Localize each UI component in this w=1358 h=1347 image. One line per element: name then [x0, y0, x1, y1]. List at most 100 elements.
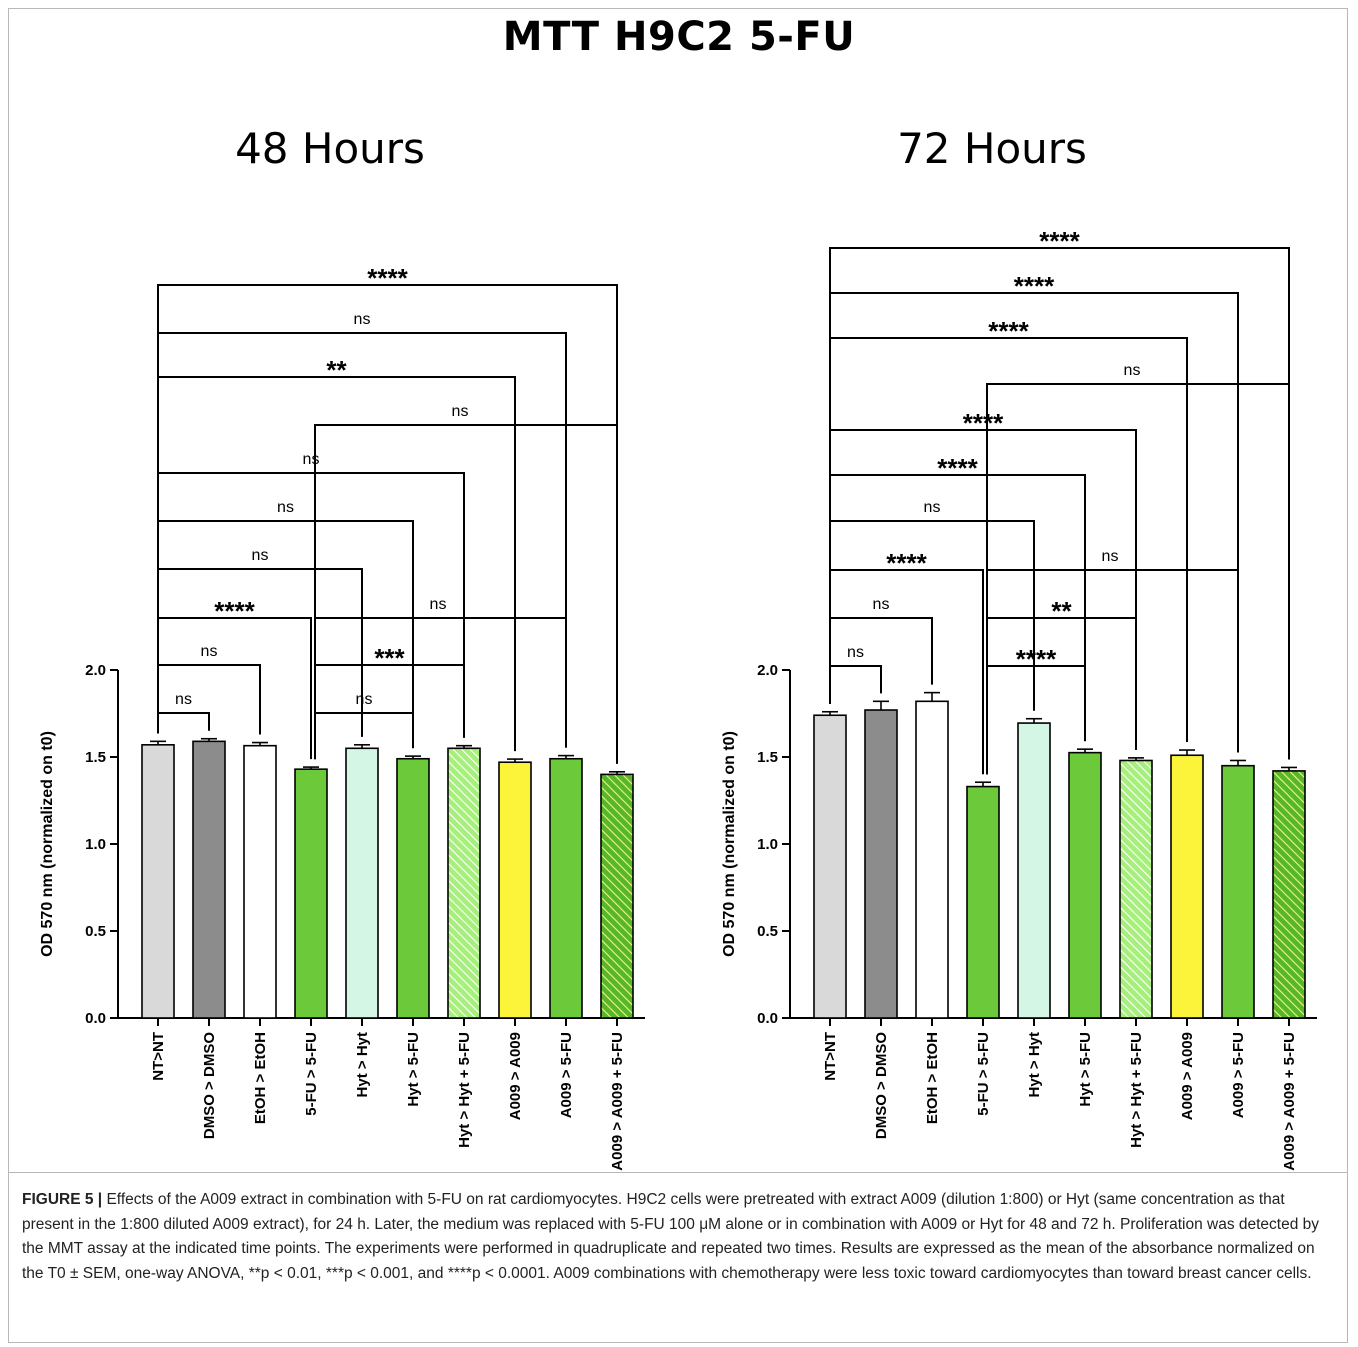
significance-label: ns: [356, 691, 373, 708]
significance-label: **: [326, 355, 347, 385]
figure-title: MTT H9C2 5-FU: [502, 14, 856, 60]
significance-label: ns: [303, 451, 320, 468]
x-category-label: NT>NT: [150, 1032, 167, 1081]
significance-label: ****: [937, 453, 978, 483]
significance-bracket: [157, 520, 414, 749]
bar: [447, 747, 481, 1019]
significance-label: ****: [1039, 226, 1080, 256]
bar: [915, 700, 949, 1019]
bar: [600, 773, 634, 1019]
y-tick-label: 1.0: [85, 836, 106, 853]
x-category-label: DMSO > DMSO: [201, 1032, 218, 1139]
significance-label: ****: [1014, 271, 1055, 301]
bar: [294, 768, 328, 1019]
significance-label: ns: [873, 596, 890, 613]
chart-panel-48h: 0.0 0.5 1.0 1.5 2.0 OD 570 nm (normalized on …: [39, 263, 645, 1171]
bar: [966, 785, 1000, 1019]
bar: [549, 757, 583, 1019]
significance-label: ****: [988, 316, 1029, 346]
significance-bracket: [829, 337, 1188, 743]
significance-label: ns: [847, 644, 864, 661]
bar: [813, 714, 847, 1019]
significance-label: ns: [430, 596, 447, 613]
x-category-label: NT>NT: [822, 1032, 839, 1081]
significance-bracket: [157, 617, 312, 760]
x-category-label: EtOH > EtOH: [252, 1032, 269, 1124]
significance-bracket: [157, 376, 516, 752]
panel-title-48h: 48 Hours: [235, 124, 425, 173]
significance-label: **: [1051, 596, 1072, 626]
significance-label: ns: [252, 547, 269, 564]
y-tick-label: 1.5: [757, 749, 778, 766]
x-category-label: 5-FU > 5-FU: [975, 1032, 992, 1116]
significance-label: ****: [367, 263, 408, 293]
significance-label: ****: [886, 548, 927, 578]
significance-label: ns: [1124, 362, 1141, 379]
bar: [864, 709, 898, 1019]
significance-bracket: [829, 569, 984, 775]
bar: [141, 744, 175, 1019]
significance-bracket: [314, 424, 618, 764]
x-category-label: Hyt > Hyt + 5-FU: [456, 1032, 473, 1148]
bar: [1170, 754, 1204, 1019]
y-tick-label: 0.0: [757, 1010, 778, 1027]
y-tick-label: 0.5: [85, 923, 106, 940]
significance-bracket: [314, 617, 567, 760]
y-tick-label: 2.0: [757, 662, 778, 679]
y-tick-label: 1.0: [757, 836, 778, 853]
significance-label: ns: [201, 643, 218, 660]
significance-label: ns: [452, 403, 469, 420]
x-category-label: A009 > A009 + 5-FU: [609, 1032, 626, 1171]
figure-frame: [8, 8, 1348, 1343]
bar: [1017, 722, 1051, 1019]
bar: [345, 747, 379, 1019]
y-tick-label: 0.5: [757, 923, 778, 940]
chart-panel-72h: 0.0 0.5 1.0 1.5 2.0 OD 570 nm (normalized on …: [721, 226, 1317, 1171]
bar: [1068, 751, 1102, 1019]
bar: [498, 761, 532, 1019]
y-tick-label: 1.5: [85, 749, 106, 766]
x-category-label: DMSO > DMSO: [873, 1032, 890, 1139]
caption-label: FIGURE 5 |: [22, 1191, 103, 1208]
x-category-label: Hyt > Hyt + 5-FU: [1128, 1032, 1145, 1148]
x-category-label: A009 > A009 + 5-FU: [1281, 1032, 1298, 1171]
x-category-label: EtOH > EtOH: [924, 1032, 941, 1124]
significance-label: ns: [1102, 548, 1119, 565]
x-category-label: A009 > 5-FU: [1230, 1032, 1247, 1118]
significance-bracket: [986, 383, 1290, 775]
x-category-label: A009 > A009: [1179, 1032, 1196, 1120]
significance-label: ns: [277, 499, 294, 516]
y-axis-label: OD 570 nm (normalized on t0): [39, 731, 56, 957]
bar: [1272, 770, 1306, 1019]
significance-label: ****: [214, 596, 255, 626]
bar: [1221, 764, 1255, 1019]
caption-text: Effects of the A009 extract in combinati…: [22, 1191, 1320, 1282]
x-category-label: A009 > A009: [507, 1032, 524, 1120]
x-category-label: Hyt > 5-FU: [1077, 1032, 1094, 1107]
significance-bracket: [157, 712, 210, 734]
significance-label: ****: [1016, 644, 1057, 674]
x-category-label: Hyt > Hyt: [1026, 1032, 1043, 1097]
y-tick-label: 2.0: [85, 662, 106, 679]
significance-label: ns: [354, 311, 371, 328]
significance-bracket: [157, 284, 618, 764]
bar: [243, 744, 277, 1019]
panel-title-72h: 72 Hours: [897, 124, 1087, 173]
x-category-label: A009 > 5-FU: [558, 1032, 575, 1118]
significance-label: ****: [963, 408, 1004, 438]
significance-bracket: [829, 665, 882, 704]
significance-label: ns: [924, 499, 941, 516]
bar: [396, 757, 430, 1019]
y-axis-label: OD 570 nm (normalized on t0): [721, 731, 738, 957]
significance-bracket: [829, 474, 1086, 742]
caption-divider: [8, 1172, 1348, 1173]
significance-label: ***: [374, 643, 405, 673]
significance-label: ns: [175, 691, 192, 708]
x-category-label: Hyt > 5-FU: [405, 1032, 422, 1107]
significance-bracket: [986, 617, 1137, 775]
bar: [1119, 759, 1153, 1019]
x-category-label: 5-FU > 5-FU: [303, 1032, 320, 1116]
y-tick-label: 0.0: [85, 1010, 106, 1027]
bar: [192, 740, 226, 1019]
